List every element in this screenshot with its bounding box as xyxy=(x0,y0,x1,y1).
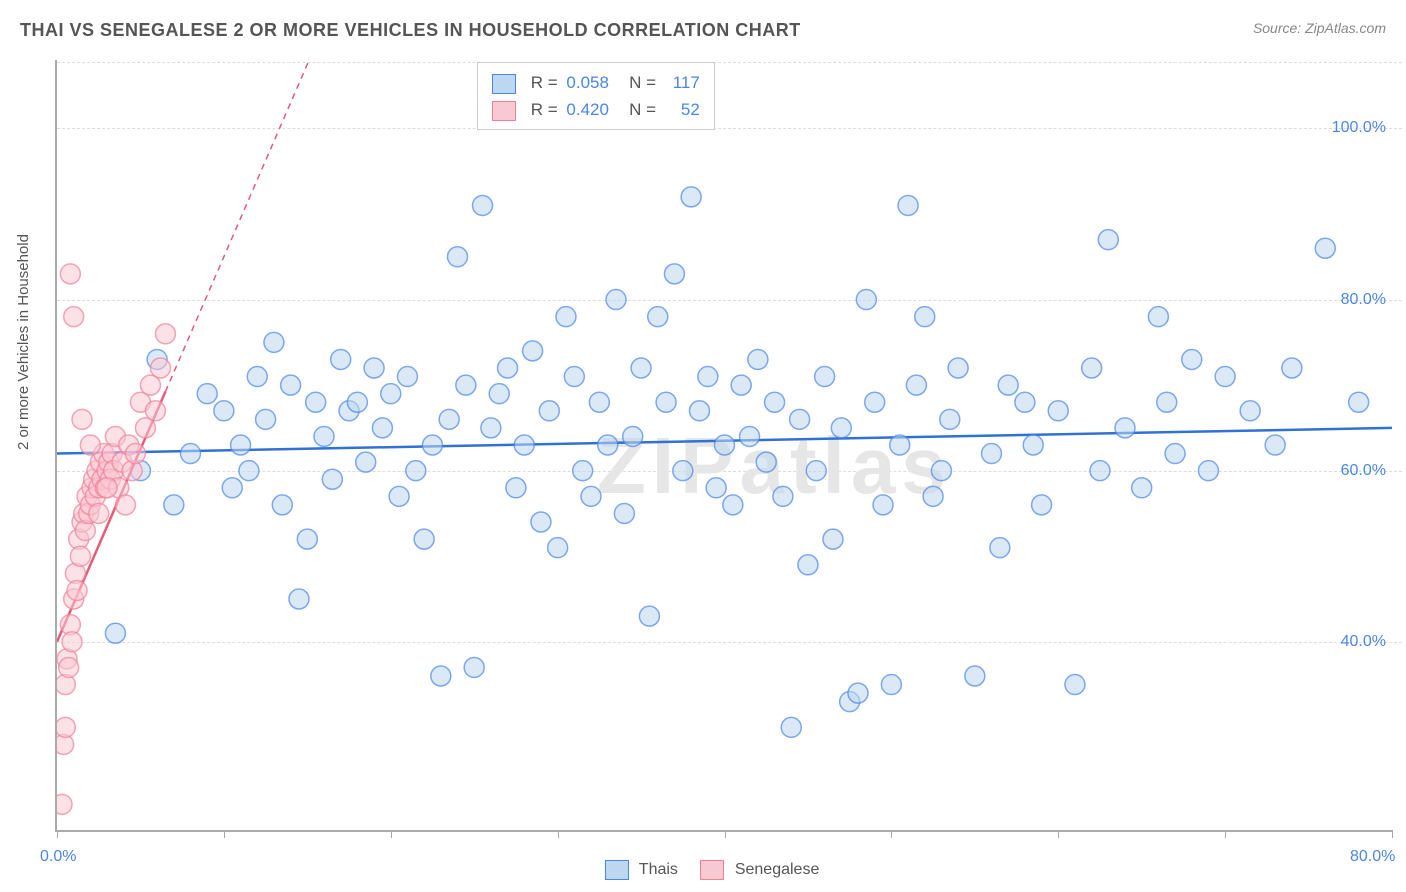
legend-swatch-senegalese xyxy=(700,860,724,880)
legend-swatch-thais xyxy=(605,860,629,880)
series-legend: Thais Senegalese xyxy=(0,860,1406,880)
correlation-row-senegalese: R = 0.420 N = 52 xyxy=(492,96,700,123)
correlation-row-thais: R = 0.058 N = 117 xyxy=(492,69,700,96)
x-tick xyxy=(1058,830,1059,838)
chart-title: THAI VS SENEGALESE 2 OR MORE VEHICLES IN… xyxy=(20,20,801,40)
label-r: R = xyxy=(531,100,558,119)
label-r: R = xyxy=(531,73,558,92)
x-tick-label: 0.0% xyxy=(40,848,76,866)
scatter-plot-svg xyxy=(57,60,1392,830)
n-value-thais: 117 xyxy=(665,69,700,96)
source-attribution: Source: ZipAtlas.com xyxy=(1253,20,1386,36)
r-value-thais: 0.058 xyxy=(566,69,624,96)
x-tick xyxy=(391,830,392,838)
x-tick xyxy=(1225,830,1226,838)
r-value-senegalese: 0.420 xyxy=(566,96,624,123)
y-axis-label: 2 or more Vehicles in Household xyxy=(15,234,32,450)
plot-area: ZIPatlas R = 0.058 N = 117 R = 0.420 N =… xyxy=(55,60,1392,832)
x-tick-label: 80.0% xyxy=(1350,848,1395,866)
x-tick xyxy=(725,830,726,838)
swatch-senegalese xyxy=(492,101,516,121)
legend-label-thais: Thais xyxy=(639,861,678,878)
x-tick xyxy=(1392,830,1393,838)
x-tick xyxy=(224,830,225,838)
label-n: N = xyxy=(629,73,656,92)
x-tick xyxy=(891,830,892,838)
n-value-senegalese: 52 xyxy=(665,96,700,123)
swatch-thais xyxy=(492,74,516,94)
legend-label-senegalese: Senegalese xyxy=(735,861,820,878)
correlation-legend: R = 0.058 N = 117 R = 0.420 N = 52 xyxy=(477,62,715,130)
x-tick xyxy=(558,830,559,838)
x-tick xyxy=(57,830,58,838)
label-n: N = xyxy=(629,100,656,119)
